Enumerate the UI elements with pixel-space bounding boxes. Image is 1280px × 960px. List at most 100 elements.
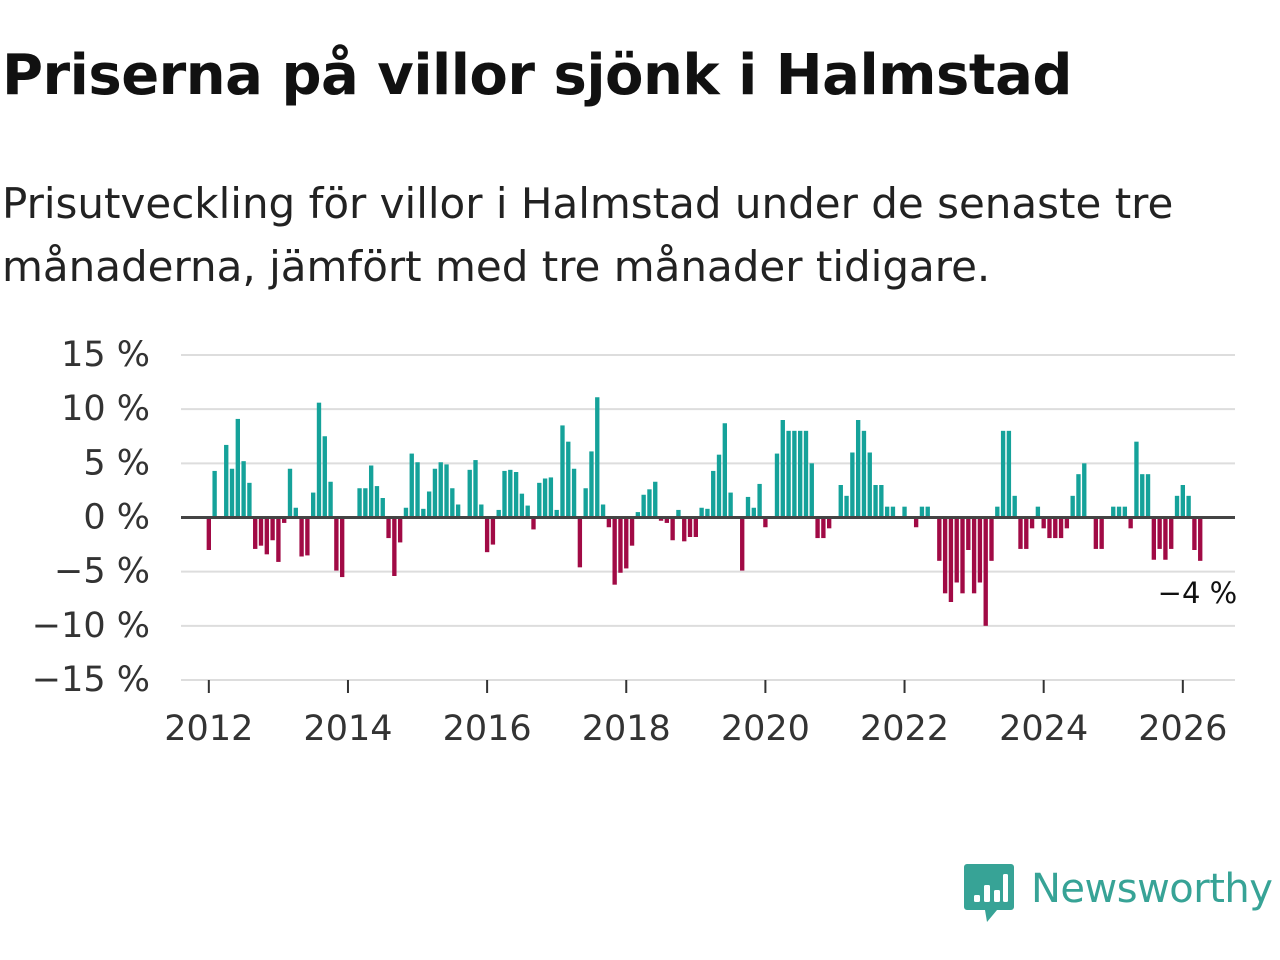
bar (1029, 517, 1035, 529)
bar (879, 485, 884, 518)
x-tick-label: 2020 (721, 709, 810, 749)
bar (566, 441, 571, 518)
bar (1024, 517, 1029, 549)
bar (397, 517, 403, 543)
bar (971, 517, 977, 594)
bar (241, 461, 246, 518)
bar (995, 506, 1000, 518)
bar (374, 486, 380, 518)
y-tick-label: −5 % (54, 552, 150, 592)
bar (948, 517, 954, 602)
bar (1006, 430, 1012, 518)
bar (624, 517, 629, 569)
bar (1099, 517, 1104, 549)
latest-value-label: −4 % (1158, 576, 1238, 610)
bar (554, 509, 559, 518)
bar (711, 470, 716, 518)
bar (827, 517, 832, 529)
bar (502, 470, 507, 518)
bar (444, 464, 449, 518)
bar (247, 482, 252, 518)
bar (537, 482, 542, 518)
bar (745, 496, 751, 518)
newsworthy-logo: Newsworthy (963, 862, 1273, 926)
bar (1018, 517, 1023, 549)
bar (740, 517, 745, 571)
bar (647, 489, 652, 518)
bar (815, 517, 820, 539)
bar-chart: 15 % 10 % 5 % 0 % −5 % −10 % −15 % 2012 2014 2016… (32, 335, 1240, 749)
bar (751, 507, 756, 518)
bar (380, 498, 385, 518)
bar (1035, 506, 1041, 518)
bar (774, 453, 780, 518)
y-tick-label: −15 % (32, 660, 150, 700)
bar (473, 460, 478, 518)
bar (328, 481, 333, 518)
bar (1070, 495, 1075, 518)
y-tick-label: 0 % (83, 498, 150, 538)
bar (821, 517, 826, 539)
bar (670, 517, 675, 541)
bar (322, 436, 327, 518)
bar (1145, 474, 1151, 518)
bar (1140, 474, 1145, 518)
x-tick-label: 2012 (164, 709, 253, 749)
bar (1192, 517, 1197, 550)
bar (490, 517, 496, 545)
bar (1047, 517, 1052, 539)
x-tick-label: 2026 (1138, 709, 1227, 749)
bar (618, 517, 623, 573)
bar (850, 452, 855, 518)
bar (1064, 517, 1070, 529)
newsworthy-logo-icon (964, 864, 1014, 922)
bar (519, 493, 525, 518)
bar (606, 517, 612, 528)
bar (1122, 506, 1128, 518)
bar (589, 451, 594, 518)
bar (340, 517, 345, 578)
bar (600, 504, 606, 518)
bar (1093, 517, 1099, 549)
bar (798, 430, 803, 518)
bar (902, 506, 907, 518)
bar (357, 488, 362, 518)
bar (809, 463, 814, 518)
bar (560, 425, 565, 518)
bar (363, 488, 368, 518)
bar (682, 517, 687, 542)
bar (455, 504, 461, 518)
bar (966, 517, 971, 550)
bar (508, 469, 513, 518)
bar (513, 472, 519, 518)
bar (282, 517, 287, 523)
bar (1041, 517, 1046, 529)
bar (1169, 517, 1174, 549)
bar (942, 517, 948, 594)
bar (368, 465, 374, 518)
bar (386, 517, 391, 539)
bar (542, 478, 548, 518)
bar (212, 470, 217, 518)
bar (403, 507, 409, 518)
bar (1163, 517, 1168, 560)
bar (253, 517, 258, 549)
bar (293, 507, 298, 518)
bar (803, 430, 809, 518)
bar (890, 506, 896, 518)
y-tick-label: 15 % (61, 335, 150, 375)
bar (235, 418, 240, 518)
bar (989, 517, 994, 561)
bar (577, 517, 583, 568)
bar (884, 506, 890, 518)
bar (392, 517, 397, 576)
bar (1000, 430, 1006, 518)
bar-layer (206, 397, 1203, 626)
bar (1174, 495, 1180, 518)
bar (786, 430, 791, 518)
bar (1116, 506, 1122, 518)
bar (450, 488, 455, 518)
bar (954, 517, 959, 583)
bar (937, 517, 942, 561)
chart-title: Priserna på villor sjönk i Halmstad (2, 43, 1072, 108)
